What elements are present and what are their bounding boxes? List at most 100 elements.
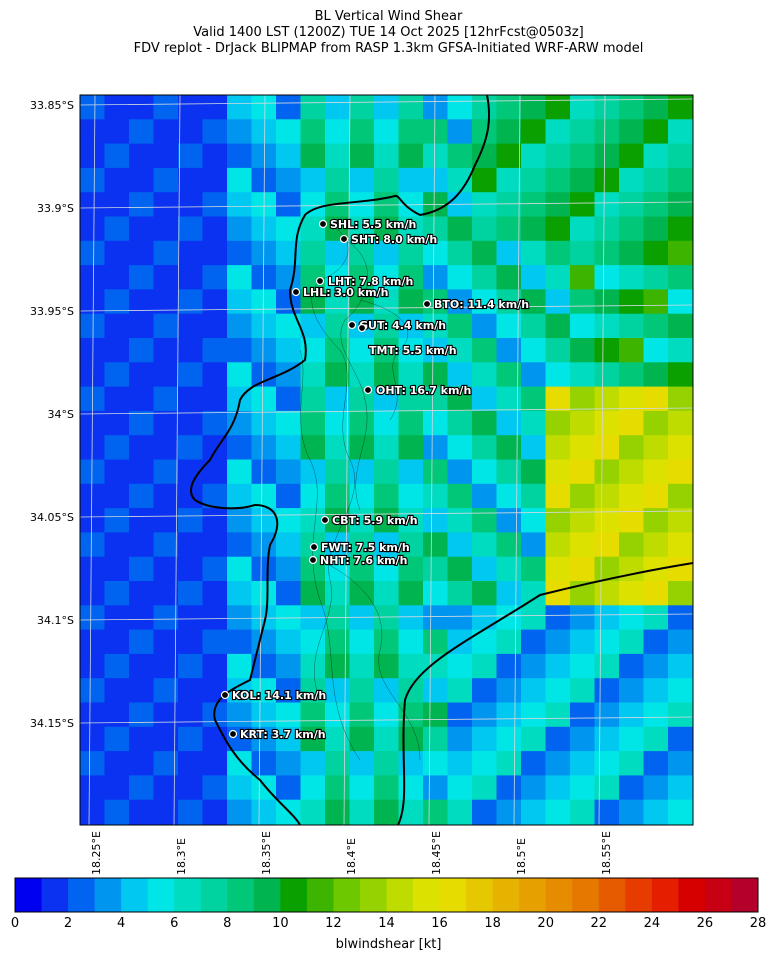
shear-cell bbox=[643, 702, 669, 728]
shear-cell bbox=[178, 532, 203, 558]
shear-cell bbox=[398, 751, 424, 776]
colorbar-swatch bbox=[439, 878, 467, 912]
shear-cell bbox=[227, 216, 252, 242]
shear-cell bbox=[545, 289, 571, 315]
shear-cell bbox=[668, 362, 693, 388]
shear-cell bbox=[104, 629, 130, 655]
shear-cell bbox=[472, 581, 497, 606]
x-tick-label: 18.35°E bbox=[260, 831, 273, 875]
colorbar-swatch bbox=[359, 878, 387, 912]
shear-cell bbox=[472, 289, 497, 315]
shear-cell bbox=[521, 629, 546, 655]
shear-cell bbox=[521, 167, 546, 193]
shear-cell bbox=[374, 678, 399, 703]
shear-cell bbox=[423, 362, 448, 388]
shear-cell bbox=[178, 143, 203, 169]
parallel-line bbox=[79, 304, 694, 312]
station-dot bbox=[228, 729, 238, 739]
shear-cell bbox=[398, 653, 424, 679]
shear-cell bbox=[251, 751, 277, 776]
shear-cell bbox=[129, 95, 154, 120]
map-subtitle-valid: Valid 1400 LST (1200Z) TUE 14 Oct 2025 [… bbox=[193, 25, 584, 40]
shear-cell bbox=[545, 483, 571, 509]
shear-cell bbox=[276, 483, 301, 509]
shear-cell bbox=[300, 410, 326, 436]
shear-cell bbox=[570, 95, 595, 120]
shear-cell bbox=[374, 313, 399, 339]
shear-cell bbox=[521, 119, 546, 145]
shear-cell bbox=[521, 556, 546, 582]
shear-cell bbox=[153, 386, 179, 412]
shear-cell bbox=[643, 532, 669, 558]
shear-cell bbox=[325, 95, 350, 120]
shear-cell bbox=[643, 678, 669, 703]
shear-cell bbox=[349, 192, 375, 217]
shear-cell bbox=[104, 240, 130, 266]
colorbar-swatch bbox=[147, 878, 175, 912]
shear-cell bbox=[545, 167, 571, 193]
shear-cell bbox=[374, 605, 399, 631]
shear-cell bbox=[178, 265, 203, 290]
shear-cell bbox=[349, 483, 375, 509]
shear-cell bbox=[104, 532, 130, 558]
shear-cell bbox=[594, 459, 620, 485]
meridian-line bbox=[343, 94, 351, 826]
shear-cell bbox=[594, 799, 620, 825]
shear-cell bbox=[545, 192, 571, 217]
shear-cell bbox=[398, 726, 424, 752]
shear-cell bbox=[619, 95, 644, 120]
shear-cell bbox=[594, 143, 620, 169]
shear-cell bbox=[325, 799, 350, 825]
shear-cell bbox=[202, 581, 228, 606]
shear-cell bbox=[472, 338, 497, 363]
shear-cell bbox=[178, 313, 203, 339]
shear-cell bbox=[619, 143, 644, 169]
shear-cell bbox=[178, 192, 203, 217]
shear-cell bbox=[570, 435, 595, 460]
shear-cell bbox=[178, 119, 203, 145]
shear-cell bbox=[300, 726, 326, 752]
shear-cell bbox=[423, 532, 448, 558]
colorbar-tick-label: 28 bbox=[749, 916, 767, 931]
shear-cell bbox=[276, 678, 301, 703]
shear-cell bbox=[276, 581, 301, 606]
shear-cell bbox=[129, 678, 154, 703]
shear-cell bbox=[251, 362, 277, 388]
shear-cell bbox=[276, 338, 301, 363]
shear-cell bbox=[104, 775, 130, 801]
shear-cell bbox=[398, 483, 424, 509]
shear-cell bbox=[349, 653, 375, 679]
parallel-line bbox=[79, 407, 694, 415]
shear-cell bbox=[521, 240, 546, 266]
shear-cell bbox=[594, 119, 620, 145]
shear-cell bbox=[178, 605, 203, 631]
shear-cell bbox=[594, 167, 620, 193]
shear-cell bbox=[153, 678, 179, 703]
shear-cell bbox=[570, 386, 595, 412]
colorbar-swatch bbox=[625, 878, 653, 912]
shear-cell bbox=[153, 240, 179, 266]
shear-cell bbox=[668, 508, 693, 533]
shear-cell bbox=[521, 289, 546, 315]
shear-cell bbox=[202, 167, 228, 193]
shear-cell bbox=[447, 702, 473, 728]
shear-cell bbox=[496, 508, 522, 533]
shear-cell bbox=[178, 799, 203, 825]
shear-cell bbox=[643, 265, 669, 290]
colorbar-label: blwindshear [kt] bbox=[335, 937, 442, 952]
shear-cell bbox=[104, 265, 130, 290]
shear-cell bbox=[251, 726, 277, 752]
colorbar-swatch bbox=[280, 878, 308, 912]
y-tick-label: 34.1°S bbox=[37, 614, 74, 627]
shear-cell bbox=[398, 265, 424, 290]
shear-cell bbox=[472, 459, 497, 485]
shear-cell bbox=[496, 143, 522, 169]
shear-cell bbox=[472, 653, 497, 679]
parallel-line bbox=[79, 510, 694, 518]
shear-cell bbox=[129, 775, 154, 801]
shear-cell bbox=[472, 508, 497, 533]
shear-cell bbox=[129, 216, 154, 242]
station-dot bbox=[291, 287, 301, 297]
shear-cell bbox=[325, 775, 350, 801]
shear-cell bbox=[129, 556, 154, 582]
